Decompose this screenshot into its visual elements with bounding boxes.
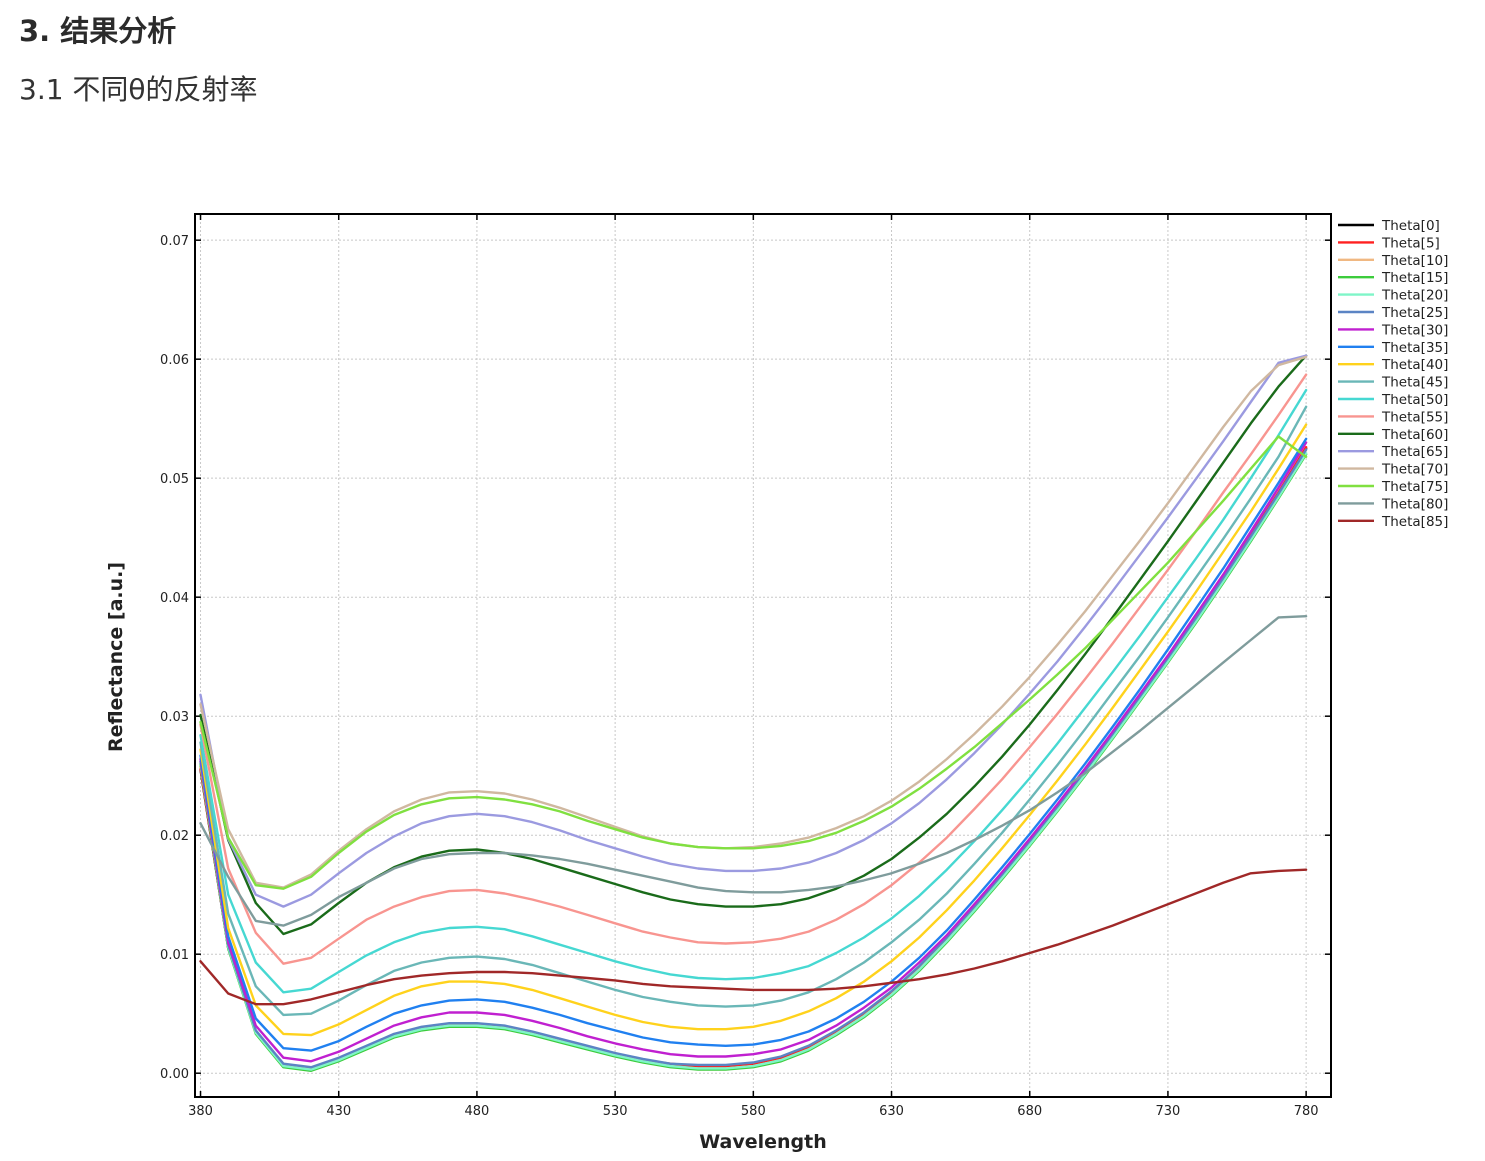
plot-frame bbox=[194, 213, 1332, 1098]
x-tick-label: 380 bbox=[188, 1104, 213, 1119]
legend-label: Theta[25] bbox=[1381, 305, 1448, 321]
legend-label: Theta[10] bbox=[1381, 253, 1448, 269]
series-line-theta65 bbox=[199, 354, 1308, 908]
x-tick-label: 680 bbox=[1017, 1104, 1042, 1119]
y-tick-label: 0.01 bbox=[160, 948, 189, 963]
legend-label: Theta[40] bbox=[1381, 357, 1448, 373]
x-tick-label: 780 bbox=[1294, 1104, 1319, 1119]
y-tick-label: 0.07 bbox=[160, 234, 189, 249]
y-tick-label: 0.05 bbox=[160, 472, 189, 487]
x-tick-label: 580 bbox=[741, 1104, 766, 1119]
y-tick-label: 0.00 bbox=[160, 1067, 189, 1082]
y-tick-label: 0.03 bbox=[160, 710, 189, 725]
legend-label: Theta[75] bbox=[1381, 479, 1448, 495]
legend-label: Theta[45] bbox=[1381, 375, 1448, 391]
series-line-theta25 bbox=[199, 448, 1308, 1069]
legend-label: Theta[5] bbox=[1381, 235, 1440, 251]
legend-label: Theta[70] bbox=[1381, 462, 1448, 478]
y-tick-label: 0.04 bbox=[160, 591, 189, 606]
y-tick-label: 0.02 bbox=[160, 829, 189, 844]
x-tick-label: 480 bbox=[465, 1104, 490, 1119]
x-axis-title: Wavelength bbox=[699, 1131, 827, 1153]
series-line-theta35 bbox=[199, 437, 1308, 1052]
legend-label: Theta[30] bbox=[1381, 322, 1448, 338]
legend-label: Theta[85] bbox=[1381, 514, 1448, 530]
legend-label: Theta[60] bbox=[1381, 427, 1448, 443]
y-tick-label: 0.06 bbox=[160, 353, 189, 368]
series-line-theta40 bbox=[199, 423, 1308, 1037]
x-tick-label: 630 bbox=[879, 1104, 904, 1119]
axis-ticks: 380 430 480 530 580 630 680 730 780 0.00 0.01 0.02 0… bbox=[160, 214, 1331, 1119]
legend-label: Theta[15] bbox=[1381, 270, 1448, 286]
x-tick-label: 530 bbox=[603, 1104, 628, 1119]
series-line-theta85 bbox=[199, 868, 1308, 1006]
legend-label: Theta[35] bbox=[1381, 340, 1448, 356]
section-heading: 3. 结果分析 bbox=[19, 14, 177, 48]
legend-label: Theta[20] bbox=[1381, 288, 1448, 304]
legend: Theta[0]Theta[5] Theta[10]Theta[15] Theta[… bbox=[1338, 218, 1448, 530]
y-axis-title: Reflectance [a.u.] bbox=[105, 562, 127, 752]
legend-label: Theta[80] bbox=[1381, 496, 1448, 512]
legend-label: Theta[50] bbox=[1381, 392, 1448, 408]
legend-label: Theta[0] bbox=[1381, 218, 1440, 234]
series-line-theta20 bbox=[199, 452, 1308, 1071]
x-tick-label: 730 bbox=[1156, 1104, 1181, 1119]
subsection-heading: 3.1 不同θ的反射率 bbox=[19, 73, 258, 106]
legend-label: Theta[55] bbox=[1381, 409, 1448, 425]
series-line-theta80 bbox=[199, 615, 1308, 927]
series-lines bbox=[199, 354, 1308, 1073]
grid-lines bbox=[195, 214, 1331, 1097]
series-line-theta50 bbox=[199, 388, 1308, 994]
legend-label: Theta[65] bbox=[1381, 444, 1448, 460]
series-line-theta30 bbox=[199, 441, 1308, 1063]
series-line-theta75 bbox=[199, 435, 1308, 890]
series-line-theta45 bbox=[199, 405, 1308, 1017]
x-tick-label: 430 bbox=[326, 1104, 351, 1119]
series-line-theta55 bbox=[199, 373, 1308, 965]
